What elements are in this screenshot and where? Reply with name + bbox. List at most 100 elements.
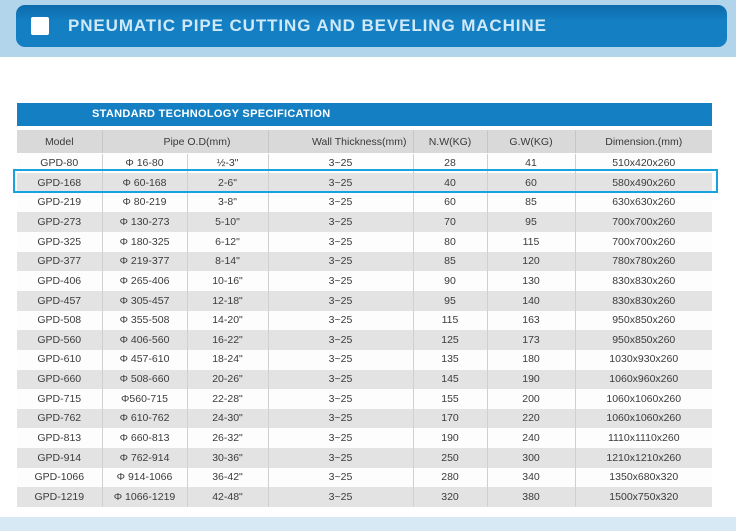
column-header-model: Model	[17, 130, 103, 154]
table-cell: 3~25	[268, 369, 414, 390]
table-cell: 3~25	[268, 271, 414, 291]
page-title-bar: PNEUMATIC PIPE CUTTING AND BEVELING MACH…	[16, 5, 727, 47]
table-row: GPD-219 Φ 80-219 3-8" 3~25 60 85 630x630x260	[17, 192, 712, 213]
column-header-gross-weight: G.W(KG)	[487, 130, 576, 154]
table-row: GPD-813 Φ 660-813 26-32" 3~25 190 240 1110x111…	[17, 428, 712, 449]
table-cell: 3~25	[268, 212, 414, 233]
table-cell: 1210x1210x260	[575, 448, 712, 468]
table-cell: 115	[413, 310, 488, 331]
table-cell: GPD-660	[17, 369, 103, 390]
column-header-wall-thickness: Wall Thickness(mm)	[268, 130, 414, 154]
table-cell: 3~25	[268, 349, 414, 370]
table-cell: Φ 406-560	[102, 330, 188, 350]
table-cell: 1060x960x260	[575, 369, 712, 390]
table-cell: 1350x680x320	[575, 467, 712, 488]
table-cell: 830x830x260	[575, 290, 712, 311]
table-cell: 3~25	[268, 389, 414, 409]
table-cell: 3~25	[268, 251, 414, 272]
table-cell: 14-20"	[187, 310, 269, 331]
table-cell: GPD-1066	[17, 467, 103, 488]
table-cell: 340	[487, 467, 576, 488]
table-cell: GPD-762	[17, 408, 103, 429]
table-cell: 3~25	[268, 330, 414, 350]
table-row-highlighted: GPD-168 Φ 60-168 2-6" 3~25 40 60 580x490x260	[17, 173, 712, 193]
table-cell: Φ 80-219	[102, 192, 188, 213]
table-cell: Φ 355-508	[102, 310, 188, 331]
table-cell: 24-30"	[187, 408, 269, 429]
table-cell: 3~25	[268, 153, 414, 174]
table-cell: 140	[487, 290, 576, 311]
table-cell: Φ 660-813	[102, 428, 188, 449]
table-cell: 3~25	[268, 290, 414, 311]
table-cell: 300	[487, 448, 576, 468]
table-cell: 60	[413, 192, 488, 213]
table-cell: 3-8"	[187, 192, 269, 213]
spec-table: Model Pipe O.D(mm) Wall Thickness(mm) N.…	[17, 130, 712, 508]
table-cell: 41	[487, 153, 576, 174]
table-cell: 95	[413, 290, 488, 311]
table-cell: 155	[413, 389, 488, 409]
table-cell: Φ 60-168	[102, 173, 188, 193]
spec-table-body: GPD-80 Φ 16-80 ½-3" 3~25 28 41 510x420x260 GPD-…	[17, 153, 712, 508]
table-cell: 1110x1110x260	[575, 428, 712, 449]
table-cell: 6-12"	[187, 232, 269, 252]
table-cell: 22-28"	[187, 389, 269, 409]
table-cell: 510x420x260	[575, 153, 712, 174]
table-cell: 12-18"	[187, 290, 269, 311]
table-cell: 30-36"	[187, 448, 269, 468]
table-cell: GPD-273	[17, 212, 103, 233]
table-cell: 1030x930x260	[575, 349, 712, 370]
table-cell: 3~25	[268, 173, 414, 193]
table-cell: 135	[413, 349, 488, 370]
table-cell: 780x780x260	[575, 251, 712, 272]
table-cell: 250	[413, 448, 488, 468]
table-cell: GPD-406	[17, 271, 103, 291]
table-cell: 700x700x260	[575, 212, 712, 233]
table-cell: 190	[487, 369, 576, 390]
table-cell: 3~25	[268, 408, 414, 429]
table-cell: 85	[413, 251, 488, 272]
table-cell: 163	[487, 310, 576, 331]
table-row: GPD-1066 Φ 914-1066 36-42" 3~25 280 340 1350x6…	[17, 467, 712, 488]
table-cell: 200	[487, 389, 576, 409]
table-cell: 60	[487, 173, 576, 193]
table-row: GPD-560 Φ 406-560 16-22" 3~25 125 173 950x850x…	[17, 330, 712, 350]
table-cell: GPD-325	[17, 232, 103, 252]
table-cell: GPD-560	[17, 330, 103, 350]
page-title: PNEUMATIC PIPE CUTTING AND BEVELING MACH…	[68, 16, 547, 35]
table-row: GPD-457 Φ 305-457 12-18" 3~25 95 140 830x830x2…	[17, 290, 712, 311]
table-cell: 170	[413, 408, 488, 429]
table-cell: 950x850x260	[575, 310, 712, 331]
column-header-pipe-od: Pipe O.D(mm)	[102, 130, 269, 154]
table-cell: 26-32"	[187, 428, 269, 449]
table-cell: 145	[413, 369, 488, 390]
column-header-dimension: Dimension.(mm)	[575, 130, 712, 154]
table-cell: 3~25	[268, 192, 414, 213]
table-row: GPD-610 Φ 457-610 18-24" 3~25 135 180 1030x930…	[17, 349, 712, 370]
table-cell: 180	[487, 349, 576, 370]
column-header-net-weight: N.W(KG)	[413, 130, 488, 154]
table-cell: 3~25	[268, 448, 414, 468]
table-cell: 1060x1060x260	[575, 389, 712, 409]
table-cell: GPD-610	[17, 349, 103, 370]
table-cell: 280	[413, 467, 488, 488]
table-cell: 950x850x260	[575, 330, 712, 350]
table-cell: Φ 508-660	[102, 369, 188, 390]
table-cell: Φ 914-1066	[102, 467, 188, 488]
table-cell: Φ 180-325	[102, 232, 188, 252]
table-row: GPD-508 Φ 355-508 14-20" 3~25 115 163 950x850x…	[17, 310, 712, 331]
table-cell: 16-22"	[187, 330, 269, 350]
table-cell: GPD-219	[17, 192, 103, 213]
table-cell: 85	[487, 192, 576, 213]
table-cell: 3~25	[268, 310, 414, 331]
table-cell: 380	[487, 487, 576, 508]
table-cell: 240	[487, 428, 576, 449]
table-row: GPD-660 Φ 508-660 20-26" 3~25 145 190 1060x960…	[17, 369, 712, 390]
table-cell: Φ 130-273	[102, 212, 188, 233]
table-row: GPD-80 Φ 16-80 ½-3" 3~25 28 41 510x420x260	[17, 153, 712, 174]
table-cell: 3~25	[268, 232, 414, 252]
table-cell: 8-14"	[187, 251, 269, 272]
bottom-banner-background	[0, 517, 736, 531]
table-cell: 2-6"	[187, 173, 269, 193]
